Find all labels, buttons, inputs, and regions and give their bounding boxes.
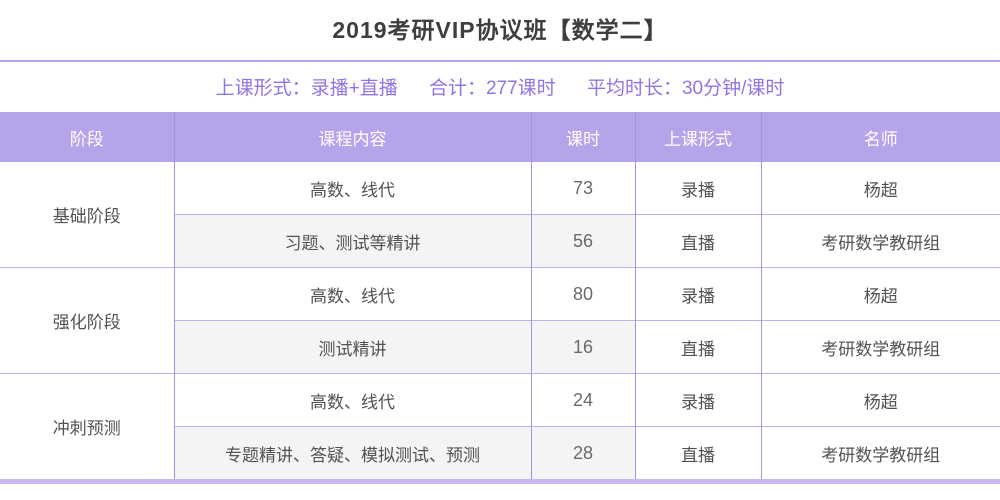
table-row: 习题、测试等精讲 56 直播 考研数学教研组 [0, 214, 1000, 268]
format-cell: 直播 [634, 320, 761, 374]
teacher-cell: 考研数学教研组 [760, 214, 1000, 268]
hours-cell: 24 [530, 373, 635, 427]
summary-total: 合计：277课时 [428, 78, 556, 99]
table-row: 冲刺预测 高数、线代 24 录播 杨超 [0, 373, 1000, 479]
content-cell: 高数、线代 [173, 162, 531, 215]
course-summary: 上课形式：录播+直播 合计：277课时 平均时长：30分钟/课时 [0, 76, 1000, 101]
column-header-format: 上课形式 [634, 112, 761, 162]
teacher-cell: 杨超 [760, 162, 1000, 215]
table-row: 强化阶段 高数、线代 80 录播 杨超 [0, 267, 1000, 374]
teacher-cell: 考研数学教研组 [760, 320, 1000, 374]
teacher-cell: 杨超 [760, 267, 1000, 321]
stage-cell: 冲刺预测 [0, 373, 174, 479]
content-cell: 高数、线代 [173, 267, 531, 321]
format-cell: 直播 [634, 426, 761, 479]
format-cell: 录播 [634, 267, 761, 321]
hours-cell: 80 [530, 267, 635, 321]
summary-format: 上课形式：录播+直播 [215, 78, 398, 99]
teacher-cell: 考研数学教研组 [760, 426, 1000, 479]
table-row: 测试精讲 16 直播 考研数学教研组 [0, 320, 1000, 374]
format-cell: 录播 [634, 162, 761, 215]
course-title: 2019考研VIP协议班【数学二】 [332, 17, 668, 43]
footer-accent-bar [0, 479, 1000, 484]
format-cell: 直播 [634, 214, 761, 268]
table-row: 基础阶段 高数、线代 73 录播 杨超 [0, 162, 1000, 268]
title-divider [0, 60, 1000, 62]
course-schedule-table: 阶段 课程内容 课时 上课形式 名师 基础阶段 高数、线代 73 录播 杨超 习题、测试等… [0, 112, 1000, 479]
hours-cell: 56 [530, 214, 635, 268]
teacher-cell: 杨超 [760, 373, 1000, 427]
hours-cell: 16 [530, 320, 635, 374]
column-header-content: 课程内容 [173, 112, 531, 162]
content-cell: 高数、线代 [173, 373, 531, 427]
hours-cell: 28 [530, 426, 635, 479]
schedule-body: 基础阶段 高数、线代 73 录播 杨超 习题、测试等精讲 56 直播 考研数学教研组 强化阶段 高数… [0, 162, 1000, 479]
hours-cell: 73 [530, 162, 635, 215]
content-cell: 习题、测试等精讲 [173, 214, 531, 268]
column-header-stage: 阶段 [0, 112, 174, 162]
column-header-hours: 课时 [530, 112, 635, 162]
table-header-row: 阶段 课程内容 课时 上课形式 名师 [0, 112, 1000, 162]
content-cell: 专题精讲、答疑、模拟测试、预测 [173, 426, 531, 479]
stage-cell: 强化阶段 [0, 267, 174, 374]
summary-avg-duration: 平均时长：30分钟/课时 [586, 78, 785, 99]
stage-cell: 基础阶段 [0, 162, 174, 268]
format-cell: 录播 [634, 373, 761, 427]
content-cell: 测试精讲 [173, 320, 531, 374]
table-row: 专题精讲、答疑、模拟测试、预测 28 直播 考研数学教研组 [0, 426, 1000, 479]
column-header-teacher: 名师 [760, 112, 1000, 162]
